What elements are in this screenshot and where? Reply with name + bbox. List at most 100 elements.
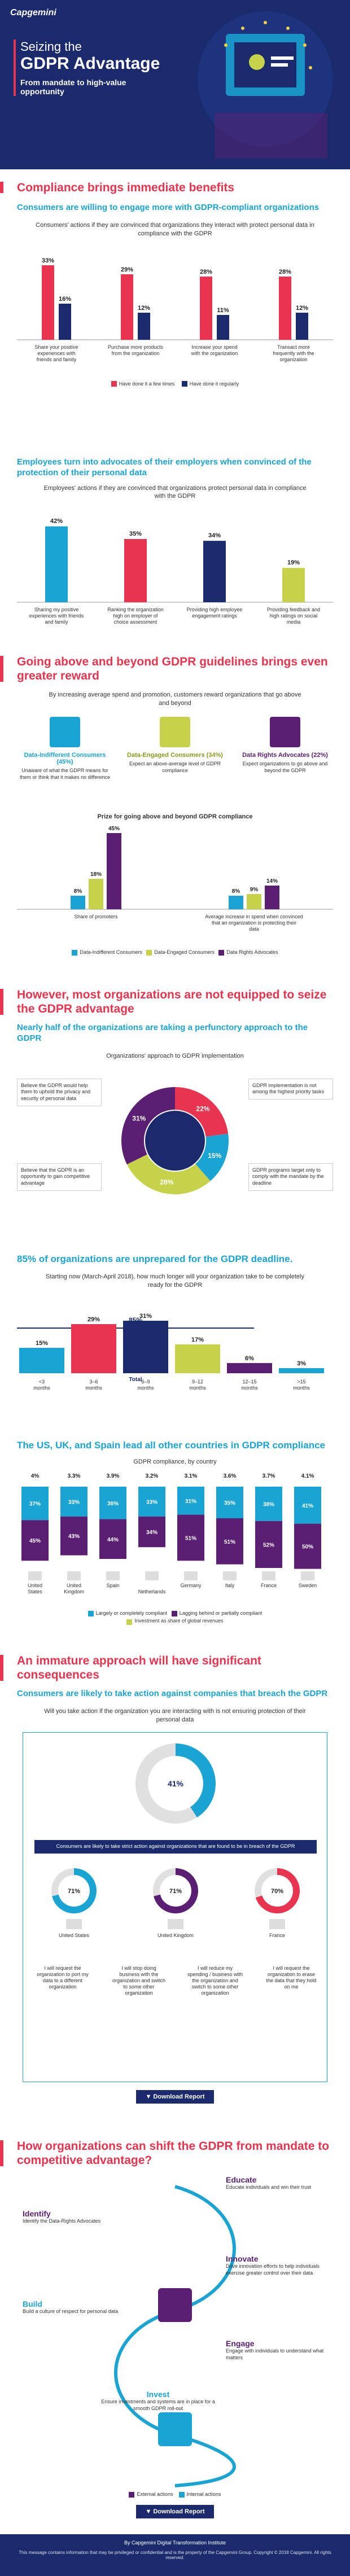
- category-label: Purchase more products: [108, 344, 164, 350]
- segment-data-engaged: Data-Engaged Consumers (34%) Expect an a…: [127, 717, 223, 774]
- chart3-legend: Data-Indifferent Consumers Data-Engaged …: [17, 949, 333, 956]
- donut-value: [153, 1868, 198, 1913]
- donut-slice: [195, 1133, 229, 1181]
- data-label: 50%: [302, 1544, 313, 1550]
- action-label: the organization and: [192, 1978, 238, 1983]
- category-label: high on employer of: [113, 613, 158, 619]
- legend-label: Largely or completely compliant: [95, 1610, 168, 1616]
- bar: [229, 895, 243, 909]
- data-label: 18%: [90, 871, 102, 878]
- section-not-equipped: However, most organizations are not equi…: [0, 976, 350, 1242]
- bar-compliant: [99, 1487, 126, 1519]
- category-label: months: [293, 1385, 310, 1391]
- category-label: friends and family: [37, 357, 77, 362]
- title-accent: [14, 40, 16, 96]
- step-build: Build Build a culture of respect for per…: [23, 2299, 135, 2315]
- data-label: 31%: [139, 1313, 152, 1320]
- bar: [123, 1320, 168, 1373]
- flag-icon: [168, 1918, 183, 1929]
- data-label: 8%: [74, 888, 82, 895]
- category-label: 12–15: [242, 1379, 256, 1385]
- data-label: 34%: [208, 532, 221, 539]
- country-label: France: [269, 1933, 285, 1938]
- data-label: 35%: [129, 531, 142, 537]
- category-label: >15: [297, 1379, 305, 1385]
- action-label: spending / business with: [187, 1972, 243, 1977]
- download-report-button[interactable]: ▼ Download Report: [136, 2089, 214, 2104]
- data-label: 42%: [50, 518, 63, 525]
- category-label: months: [33, 1385, 50, 1391]
- segment-data-indifferent: Data-Indifferent Consumers (45%) Unaware…: [17, 717, 113, 781]
- section-above-beyond: Going above and beyond GDPR guidelines b…: [0, 643, 350, 976]
- bar: [71, 1324, 116, 1373]
- quadrant-label-3: Believe that the GDPR is an opportunity …: [17, 1163, 102, 1191]
- section-subheading: Nearly half of the organizations are tak…: [17, 1023, 308, 1044]
- step-description: Build a culture of respect for personal …: [23, 2308, 119, 2315]
- hero-title-line2: GDPR Advantage: [20, 54, 160, 73]
- data-label: 28%: [200, 269, 212, 275]
- section-shift-advantage: How organizations can shift the GDPR fro…: [0, 2128, 350, 2534]
- bar-lagging: [138, 1516, 165, 1548]
- bar-lagging: [177, 1514, 204, 1561]
- country-label: Sweden: [299, 1583, 317, 1588]
- legend-label: Data-Engaged Consumers: [154, 949, 215, 955]
- category-label: 6–9: [141, 1379, 150, 1385]
- approach-donut: 22% 15% 28% 31%: [121, 1087, 229, 1194]
- flag-icon: [223, 1571, 237, 1581]
- data-label: 33%: [68, 1499, 80, 1505]
- step-description: Drive innovation efforts to help individ…: [226, 2263, 320, 2276]
- action-label: I will request the: [44, 1965, 81, 1971]
- donut-caption: Consumers are likely to take strict acti…: [34, 1839, 317, 1854]
- capgemini-logo: Capgemini: [10, 8, 56, 17]
- bar-compliant: [294, 1487, 321, 1524]
- category-label: frequently with the: [273, 351, 314, 356]
- section-subheading: Consumers are likely to take action agai…: [17, 1689, 328, 1699]
- category-label: Transact more: [277, 344, 310, 350]
- step-engage: Engage Engage with individuals to unders…: [226, 2339, 333, 2361]
- country-label: Spain: [106, 1583, 119, 1588]
- slice-label: 15%: [208, 1151, 221, 1159]
- action-label: business with the: [119, 1972, 158, 1977]
- segment-description: Unaware of what the GDPR means for them …: [20, 768, 110, 780]
- quadrant-label-1: Believe the GDPR would help them to upho…: [17, 1078, 102, 1106]
- donut-slice: [121, 1087, 175, 1164]
- step-title: Educate: [226, 2175, 257, 2185]
- chart-description: Consumers' actions if they are convinced…: [36, 221, 314, 237]
- category-label: engagement ratings: [192, 613, 237, 619]
- section-subheading: Consumers are willing to engage more wit…: [17, 203, 320, 213]
- bar: [89, 878, 103, 909]
- category-label: organization: [279, 357, 307, 362]
- donut-value: [255, 1868, 300, 1913]
- category-label: from the organization: [112, 351, 160, 356]
- hero-map-decoration: [198, 11, 333, 158]
- category-label: <3: [39, 1379, 45, 1385]
- bar-lagging: [216, 1518, 243, 1565]
- bar-lagging: [99, 1519, 126, 1559]
- legend-label: Have done it regularly: [189, 380, 239, 387]
- document-icon: [50, 717, 80, 748]
- section-unprepared: 85% of organizations are unprepared for …: [0, 1242, 350, 1428]
- flag-icon: [184, 1571, 198, 1581]
- flag-icon: [28, 1571, 42, 1581]
- slice-label: 28%: [160, 1178, 173, 1186]
- bar-lagging: [294, 1523, 321, 1569]
- category-label: Ranking the organization: [107, 607, 164, 612]
- category-label: media: [287, 619, 301, 625]
- flag-icon: [67, 1571, 81, 1581]
- data-label: 38%: [263, 1501, 274, 1508]
- data-label: 9%: [250, 887, 259, 893]
- download-report-button-bottom[interactable]: ▼ Download Report: [136, 2505, 214, 2519]
- country-label: France: [261, 1583, 277, 1588]
- bar-compliant: [60, 1487, 88, 1517]
- person-icon: [270, 717, 300, 748]
- action-label: organization: [201, 1990, 229, 1996]
- bar: [45, 526, 68, 603]
- country-compliance-chart: 4%37%45%UnitedStates3.3%33%43%UnitedKing…: [21, 1473, 321, 1594]
- section-heading: How organizations can shift the GDPR fro…: [17, 2140, 330, 2167]
- segment-title: Data-Engaged Consumers (34%): [127, 752, 223, 759]
- step-title: Identify: [23, 2209, 51, 2219]
- country-label: United Kingdom: [158, 1933, 194, 1938]
- flag-icon: [106, 1571, 120, 1581]
- bar: [19, 1347, 64, 1373]
